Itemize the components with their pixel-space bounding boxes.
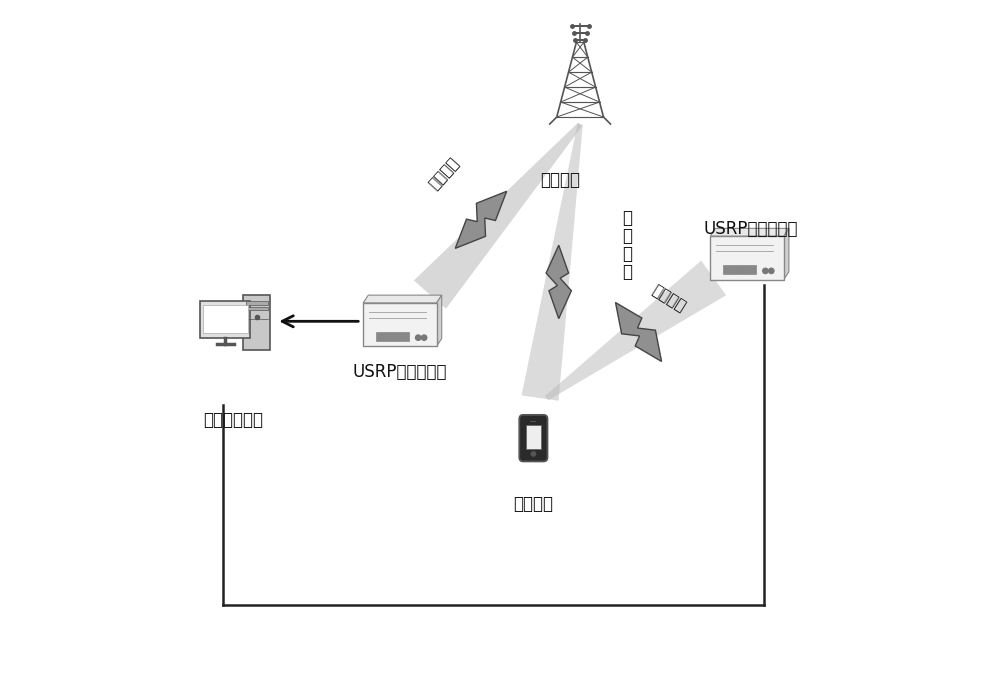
Bar [398, 332, 409, 341]
Text: 信号处理单元: 信号处理单元 [203, 412, 263, 429]
Circle shape [769, 268, 774, 274]
Circle shape [416, 335, 421, 340]
Bar [526, 425, 541, 449]
Circle shape [763, 268, 768, 274]
Bar [723, 265, 734, 274]
Polygon shape [414, 122, 582, 309]
Text: USRP下行探测器: USRP下行探测器 [353, 364, 447, 381]
Bar [246, 301, 268, 304]
Circle shape [531, 452, 536, 456]
Polygon shape [455, 191, 507, 248]
Bar [376, 332, 387, 341]
Bar [246, 307, 268, 310]
Text: 移动用户: 移动用户 [513, 495, 553, 513]
Bar [710, 236, 784, 280]
Polygon shape [784, 228, 789, 280]
Text: 下
行
链
路: 下 行 链 路 [622, 208, 632, 281]
Text: 小区基站: 小区基站 [540, 171, 580, 189]
Bar [363, 303, 437, 346]
Polygon shape [616, 303, 662, 362]
FancyBboxPatch shape [519, 415, 547, 462]
Bar [745, 265, 756, 274]
Bar [203, 305, 248, 333]
Text: 上行链路: 上行链路 [426, 155, 462, 192]
Bar [387, 332, 398, 341]
Polygon shape [710, 228, 789, 236]
FancyBboxPatch shape [243, 295, 270, 349]
Polygon shape [546, 245, 571, 318]
Text: 上行链路: 上行链路 [649, 283, 688, 314]
Polygon shape [437, 295, 442, 346]
Circle shape [421, 335, 427, 340]
Polygon shape [522, 124, 583, 401]
Bar [530, 421, 536, 422]
FancyBboxPatch shape [200, 301, 250, 339]
Bar [734, 265, 745, 274]
Polygon shape [363, 295, 442, 303]
Text: USRP上行探测器: USRP上行探测器 [703, 220, 798, 238]
Polygon shape [545, 260, 726, 400]
